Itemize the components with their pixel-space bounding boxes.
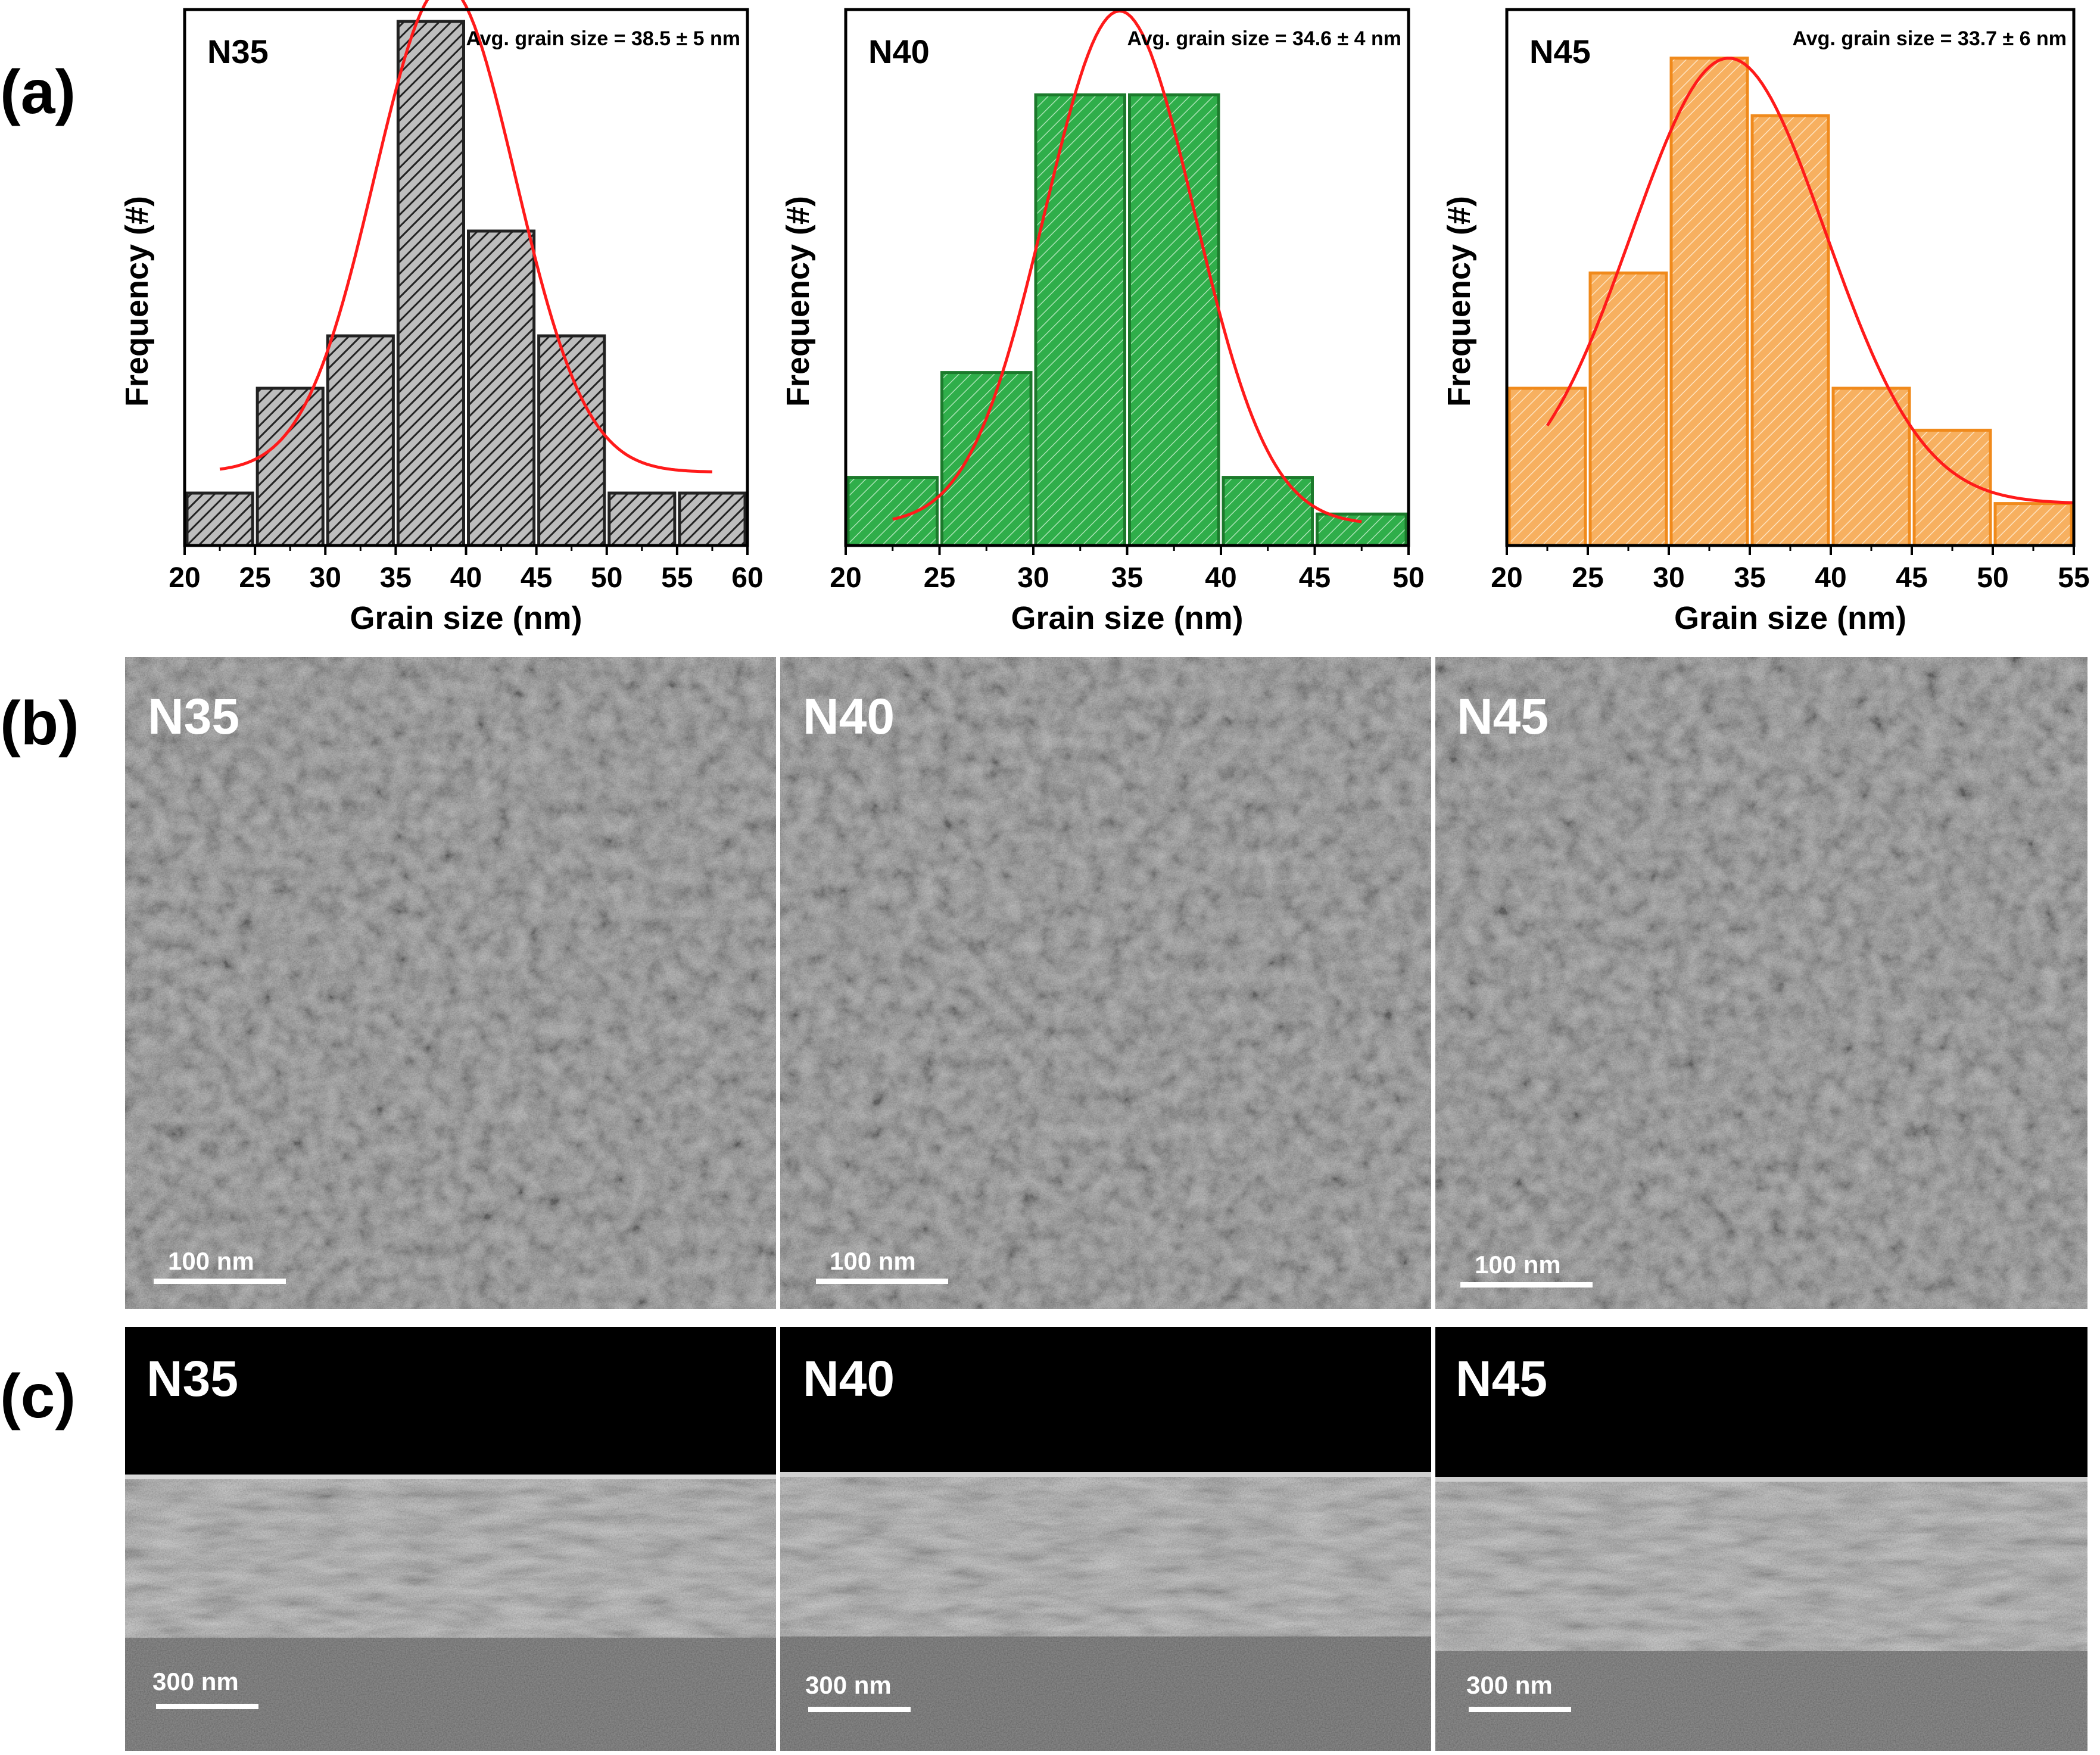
sem-cross-scale-text-N40: 300 nm: [805, 1671, 892, 1699]
sem-cross-label-N45: N45: [1456, 1351, 1547, 1407]
x-tick-label-N45-20: 20: [1491, 562, 1522, 594]
bar-N35-40: [467, 229, 536, 547]
bar-N35-45: [537, 334, 606, 547]
bar-N40-35: [1128, 93, 1220, 547]
sem-top-scale-bar-N45: [1460, 1282, 1593, 1288]
sem-cross-scale-bar-N45: [1469, 1707, 1571, 1712]
bar-N45-40: [1831, 386, 1911, 547]
x-tick-label-N35-55: 55: [661, 562, 693, 594]
x-tick-label-N45-40: 40: [1815, 562, 1846, 594]
sem-cross-scale-text-N35: 300 nm: [152, 1667, 239, 1695]
x-axis-title-N35: Grain size (nm): [350, 600, 582, 636]
histogram-N40: 20 25 30 35 40 45 50 Grain size (nm) Frequency (…: [780, 8, 1425, 636]
x-tick-label-N40-45: 45: [1299, 562, 1331, 594]
x-tick-label-N35-20: 20: [169, 562, 200, 594]
sample-label-N35: N35: [207, 33, 269, 70]
sample-label-N45: N45: [1529, 33, 1591, 70]
x-tick-label-N35-45: 45: [521, 562, 552, 594]
sem-top-N35: N35 100 nm: [125, 657, 776, 1309]
x-tick-label-N35-40: 40: [450, 562, 482, 594]
bar-N40-20: [846, 476, 939, 547]
histogram-N45: 20 25 30 35 40 45 50 55 Grain size (nm) Frequency…: [1441, 8, 2090, 636]
x-tick-label-N40-50: 50: [1392, 562, 1424, 594]
y-axis-title-N35: Frequency (#): [119, 196, 155, 407]
sem-top-N40: N40 100 nm: [780, 657, 1431, 1309]
bar-N35-55: [678, 491, 747, 547]
x-tick-label-N40-40: 40: [1205, 562, 1236, 594]
sem-top-scale-text-N35: 100 nm: [168, 1247, 254, 1275]
sem-top-scale-bar-N35: [154, 1279, 286, 1284]
bar-N35-25: [256, 386, 325, 547]
bar-N40-40: [1222, 476, 1314, 547]
x-tick-label-N45-30: 30: [1653, 562, 1684, 594]
avg-grain-size-N45: Avg. grain size = 33.7 ± 6 nm: [1792, 27, 2067, 50]
bar-N40-30: [1034, 93, 1126, 547]
avg-grain-size-N40: Avg. grain size = 34.6 ± 4 nm: [1127, 27, 1401, 50]
bar-N45-25: [1588, 271, 1668, 547]
x-tick-label-N40-35: 35: [1111, 562, 1143, 594]
x-tick-label-N40-30: 30: [1017, 562, 1049, 594]
sem-cross-N40: N40 300 nm: [780, 1327, 1431, 1751]
sem-cross-label-N40: N40: [803, 1351, 895, 1407]
x-tick-label-N40-25: 25: [924, 562, 955, 594]
x-tick-label-N35-60: 60: [731, 562, 763, 594]
x-tick-label-N45-50: 50: [1977, 562, 2008, 594]
bar-N45-35: [1750, 114, 1830, 547]
x-tick-label-N35-25: 25: [239, 562, 270, 594]
fit-curve-N40: [892, 9, 1362, 523]
bar-N40-45: [1316, 512, 1408, 547]
sample-label-N40: N40: [868, 33, 930, 70]
sem-top-scale-bar-N40: [816, 1279, 948, 1284]
axes-frame-N40: [844, 8, 1410, 547]
bar-N40-25: [940, 371, 1033, 547]
sem-cross-N35: N35 300 nm: [125, 1327, 776, 1751]
sem-top-scale-text-N40: 100 nm: [830, 1247, 916, 1275]
sem-cross-scale-bar-N35: [156, 1704, 258, 1709]
sem-top-scale-text-N45: 100 nm: [1475, 1251, 1561, 1279]
bar-N35-20: [185, 491, 254, 547]
sem-cross-N45: N45 300 nm: [1435, 1327, 2087, 1751]
x-tick-label-N45-25: 25: [1572, 562, 1603, 594]
panel-label-c: (c): [0, 1362, 76, 1431]
panel-label-a: (a): [0, 58, 76, 127]
x-axis-title-N40: Grain size (nm): [1011, 600, 1243, 636]
x-tick-label-N35-50: 50: [591, 562, 622, 594]
sem-top-label-N40: N40: [803, 688, 895, 744]
bar-N35-35: [396, 20, 465, 547]
panel-label-b: (b): [0, 689, 79, 758]
bar-N35-30: [326, 334, 395, 547]
sem-cross-scale-bar-N40: [808, 1707, 911, 1712]
x-tick-label-N45-45: 45: [1896, 562, 1927, 594]
x-tick-label-N45-35: 35: [1734, 562, 1765, 594]
fit-curve-N45: [1546, 57, 2074, 504]
sem-cross-scale-text-N45: 300 nm: [1466, 1671, 1553, 1699]
y-axis-title-N40: Frequency (#): [780, 196, 816, 407]
sem-top-label-N45: N45: [1457, 688, 1548, 744]
x-tick-label-N35-35: 35: [380, 562, 412, 594]
x-tick-label-N40-20: 20: [830, 562, 861, 594]
bar-N35-50: [607, 491, 677, 547]
bar-N45-20: [1507, 386, 1587, 547]
bar-N45-30: [1669, 57, 1749, 547]
x-tick-label-N35-30: 30: [310, 562, 341, 594]
sem-top-N45: N45 100 nm: [1435, 657, 2087, 1309]
sem-cross-label-N35: N35: [147, 1351, 238, 1407]
sem-top-label-N35: N35: [148, 688, 239, 744]
y-axis-title-N45: Frequency (#): [1441, 196, 1477, 407]
fit-curve-N35: [219, 0, 712, 473]
avg-grain-size-N35: Avg. grain size = 38.5 ± 5 nm: [466, 27, 740, 50]
x-tick-label-N45-55: 55: [2058, 562, 2089, 594]
bar-N45-50: [1993, 502, 2073, 547]
histogram-N35: 20 25 30 35 40 45 50 55 60 Grain size (nm) Frequen…: [119, 0, 764, 636]
x-axis-title-N45: Grain size (nm): [1674, 600, 1906, 636]
